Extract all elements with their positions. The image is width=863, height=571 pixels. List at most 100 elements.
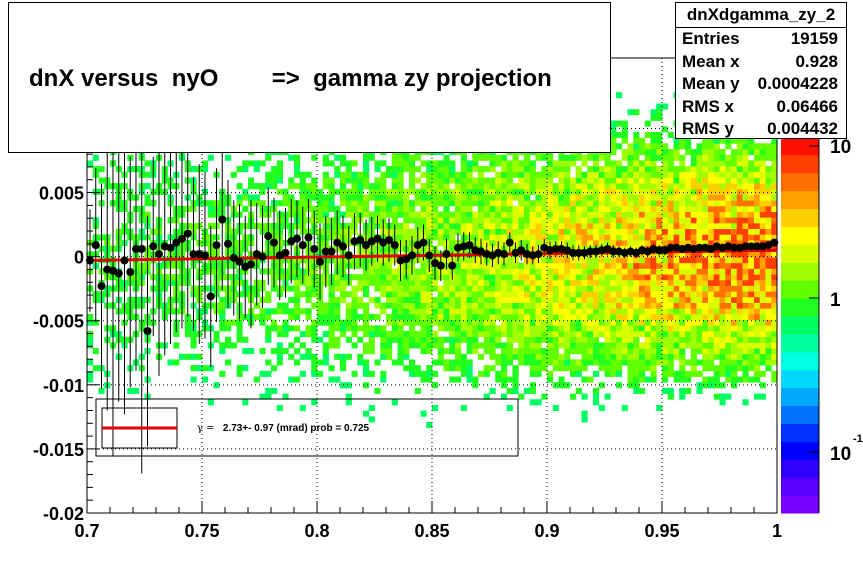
heatmap-cell [754, 291, 761, 298]
heatmap-cell [713, 171, 720, 178]
heatmap-cell [437, 240, 444, 247]
heatmap-cell [610, 370, 617, 377]
heatmap-cell [87, 359, 94, 366]
heatmap-cell [547, 222, 554, 230]
heatmap-cell [558, 313, 565, 321]
heatmap-cell [662, 353, 669, 360]
heatmap-cell [489, 285, 496, 292]
heatmap-cell [529, 279, 536, 286]
heatmap-cell [489, 319, 496, 326]
heatmap-cell [466, 365, 473, 372]
heatmap-cell [322, 302, 329, 309]
heatmap-cell [581, 262, 588, 269]
palette-swatch [781, 369, 819, 389]
heatmap-cell [403, 205, 410, 212]
heatmap-cell [621, 149, 628, 156]
heatmap-cell [713, 393, 720, 400]
heatmap-cell [541, 325, 548, 332]
heatmap-cell [627, 257, 634, 264]
heatmap-cell [725, 302, 732, 309]
heatmap-cell [271, 325, 278, 332]
heatmap-cell [754, 262, 761, 269]
heatmap-cell [656, 359, 663, 366]
heatmap-cell [610, 211, 617, 218]
heatmap-cell [736, 149, 743, 156]
heatmap-cell [627, 166, 634, 173]
heatmap-cell [466, 308, 473, 315]
heatmap-cell [535, 342, 542, 349]
profile-point [327, 247, 336, 256]
heatmap-cell [713, 205, 720, 212]
heatmap-cell [759, 171, 766, 178]
heatmap-cell [547, 217, 554, 224]
heatmap-cell [587, 257, 594, 264]
heatmap-cell [535, 240, 542, 247]
heatmap-cell [673, 251, 680, 258]
heatmap-cell [506, 348, 513, 355]
heatmap-cell [685, 285, 692, 292]
heatmap-cell [679, 183, 686, 190]
heatmap-cell [345, 177, 352, 184]
heatmap-cell [437, 166, 444, 173]
heatmap-cell [639, 387, 646, 394]
heatmap-cell [489, 291, 496, 298]
heatmap-cell [501, 370, 508, 377]
heatmap-cell [489, 348, 496, 355]
heatmap-cell [587, 376, 594, 383]
heatmap-cell [483, 365, 490, 372]
heatmap-cell [731, 342, 738, 349]
heatmap-cell [397, 348, 404, 355]
heatmap-cell [575, 348, 582, 355]
heatmap-cell [667, 160, 674, 167]
heatmap-cell [604, 228, 611, 235]
heatmap-cell [483, 194, 490, 201]
heatmap-cell [702, 325, 709, 332]
heatmap-cell [650, 200, 657, 207]
heatmap-cell [736, 137, 743, 144]
heatmap-cell [541, 359, 548, 366]
heatmap-cell [317, 217, 324, 224]
heatmap-cell [294, 279, 301, 286]
heatmap-cell [604, 257, 611, 264]
heatmap-cell [184, 353, 191, 360]
profile-point [534, 250, 543, 259]
heatmap-cell [742, 331, 749, 338]
heatmap-cell [288, 183, 295, 190]
heatmap-cell [593, 240, 600, 247]
heatmap-cell [604, 154, 611, 161]
heatmap-cell [771, 183, 778, 190]
heatmap-cell [541, 205, 548, 212]
heatmap-cell [702, 296, 709, 303]
heatmap-cell [558, 234, 565, 241]
heatmap-cell [529, 313, 536, 321]
heatmap-cell [547, 331, 554, 338]
heatmap-cell [225, 325, 232, 332]
heatmap-cell [334, 308, 341, 315]
heatmap-cell [483, 211, 490, 218]
heatmap-cell [455, 279, 462, 286]
heatmap-cell [593, 154, 600, 161]
heatmap-cell [748, 217, 755, 224]
heatmap-cell [541, 211, 548, 218]
heatmap-cell [558, 279, 565, 286]
heatmap-cell [593, 359, 600, 366]
heatmap-cell [426, 160, 433, 167]
heatmap-cell [650, 171, 657, 178]
heatmap-cell [397, 171, 404, 178]
heatmap-cell [541, 183, 548, 190]
heatmap-cell [725, 370, 732, 377]
heatmap-cell [529, 325, 536, 332]
heatmap-cell [386, 194, 393, 201]
heatmap-cell [754, 143, 761, 150]
heatmap-cell [317, 302, 324, 309]
heatmap-cell [587, 296, 594, 303]
heatmap-cell [748, 183, 755, 190]
heatmap-cell [650, 348, 657, 355]
heatmap-cell [731, 348, 738, 355]
heatmap-cell [713, 319, 720, 326]
heatmap-cell [529, 262, 536, 269]
heatmap-cell [541, 177, 548, 184]
heatmap-cell [190, 331, 197, 338]
heatmap-cell [420, 183, 427, 190]
heatmap-cell [489, 217, 496, 224]
